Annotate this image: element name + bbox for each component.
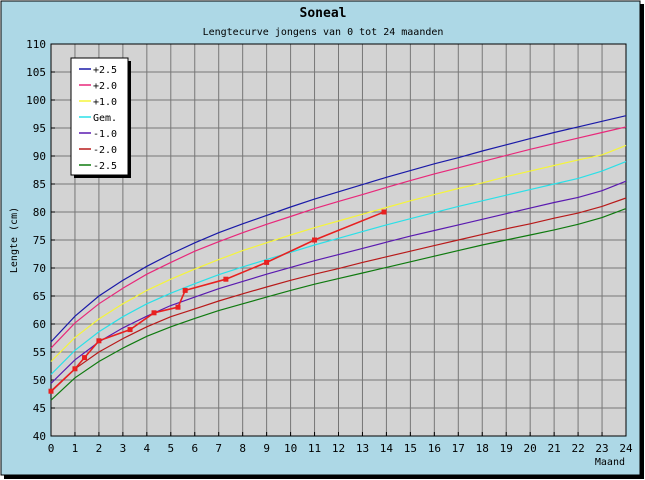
- y-tick-label: 80: [33, 206, 46, 219]
- x-tick-label: 6: [191, 442, 198, 455]
- y-tick-label: 75: [33, 234, 46, 247]
- legend-label: Gem.: [93, 113, 117, 124]
- measurement-point: [48, 388, 54, 394]
- measurement-point: [151, 310, 157, 316]
- y-tick-label: 65: [33, 290, 46, 303]
- x-tick-label: 23: [595, 442, 608, 455]
- x-tick-label: 4: [144, 442, 151, 455]
- x-tick-label: 12: [332, 442, 345, 455]
- measurement-point: [312, 237, 318, 243]
- x-tick-label: 20: [524, 442, 537, 455]
- x-tick-label: 5: [167, 442, 174, 455]
- series-line: [50, 197, 627, 393]
- measurement-point: [96, 338, 102, 344]
- x-tick-label: 17: [452, 442, 465, 455]
- measurement-point: [264, 259, 270, 265]
- x-tick-label: 0: [48, 442, 55, 455]
- frame-shadow-right: [640, 4, 644, 479]
- x-tick-label: 24: [619, 442, 633, 455]
- measurement-point: [182, 287, 188, 293]
- y-tick-label: 55: [33, 346, 46, 359]
- measurement-point: [72, 366, 78, 372]
- legend-label: +1.0: [93, 97, 117, 108]
- series-line: [50, 126, 627, 349]
- measurement-point: [175, 304, 181, 310]
- x-tick-label: 9: [263, 442, 270, 455]
- legend-label: -1.0: [93, 129, 117, 140]
- measurement-point: [381, 209, 387, 215]
- series-line: [50, 180, 627, 384]
- x-tick-label: 3: [120, 442, 127, 455]
- reference-curves: [50, 115, 627, 401]
- y-tick-label: 40: [33, 430, 46, 443]
- chart-title: Soneal: [300, 6, 347, 21]
- x-tick-label: 7: [215, 442, 222, 455]
- x-tick-label: 1: [72, 442, 79, 455]
- series-line: [50, 161, 627, 375]
- series-line: [50, 208, 627, 401]
- y-tick-label: 85: [33, 178, 46, 191]
- measurement-point: [82, 355, 88, 361]
- x-tick-label: 2: [96, 442, 103, 455]
- series-line: [50, 144, 627, 362]
- measurement-series: [48, 209, 387, 394]
- legend-label: +2.5: [93, 65, 117, 76]
- measurement-point: [127, 327, 133, 333]
- x-tick-label: 8: [239, 442, 246, 455]
- series-line: [50, 115, 627, 343]
- x-tick-label: 19: [500, 442, 513, 455]
- x-tick-label: 14: [380, 442, 394, 455]
- measurement-point: [223, 276, 229, 282]
- y-tick-label: 50: [33, 374, 46, 387]
- y-tick-label: 95: [33, 122, 46, 135]
- x-tick-label: 22: [571, 442, 584, 455]
- frame-shadow-bottom: [4, 475, 644, 479]
- x-tick-label: 16: [428, 442, 441, 455]
- x-tick-label: 10: [284, 442, 297, 455]
- y-axis-label: Lengte (cm): [9, 207, 20, 273]
- x-tick-label: 18: [476, 442, 489, 455]
- legend-label: -2.0: [93, 145, 117, 156]
- y-tick-label: 105: [26, 66, 46, 79]
- x-tick-label: 11: [308, 442, 321, 455]
- legend: +2.5 +2.0 +1.0 Gem. -1.0 -2.0 -2.5: [70, 57, 131, 178]
- y-tick-label: 90: [33, 150, 46, 163]
- y-tick-label: 60: [33, 318, 46, 331]
- x-axis-label: Maand: [595, 457, 625, 468]
- x-tick-label: 21: [548, 442, 561, 455]
- y-tick-label: 110: [26, 38, 46, 51]
- legend-label: +2.0: [93, 81, 117, 92]
- legend-label: -2.5: [93, 161, 117, 172]
- y-tick-label: 70: [33, 262, 46, 275]
- y-tick-label: 45: [33, 402, 46, 415]
- y-tick-label: 100: [26, 94, 46, 107]
- x-tick-label: 15: [404, 442, 417, 455]
- x-tick-label: 13: [356, 442, 369, 455]
- chart-subtitle: Lengtecurve jongens van 0 tot 24 maanden: [203, 27, 444, 38]
